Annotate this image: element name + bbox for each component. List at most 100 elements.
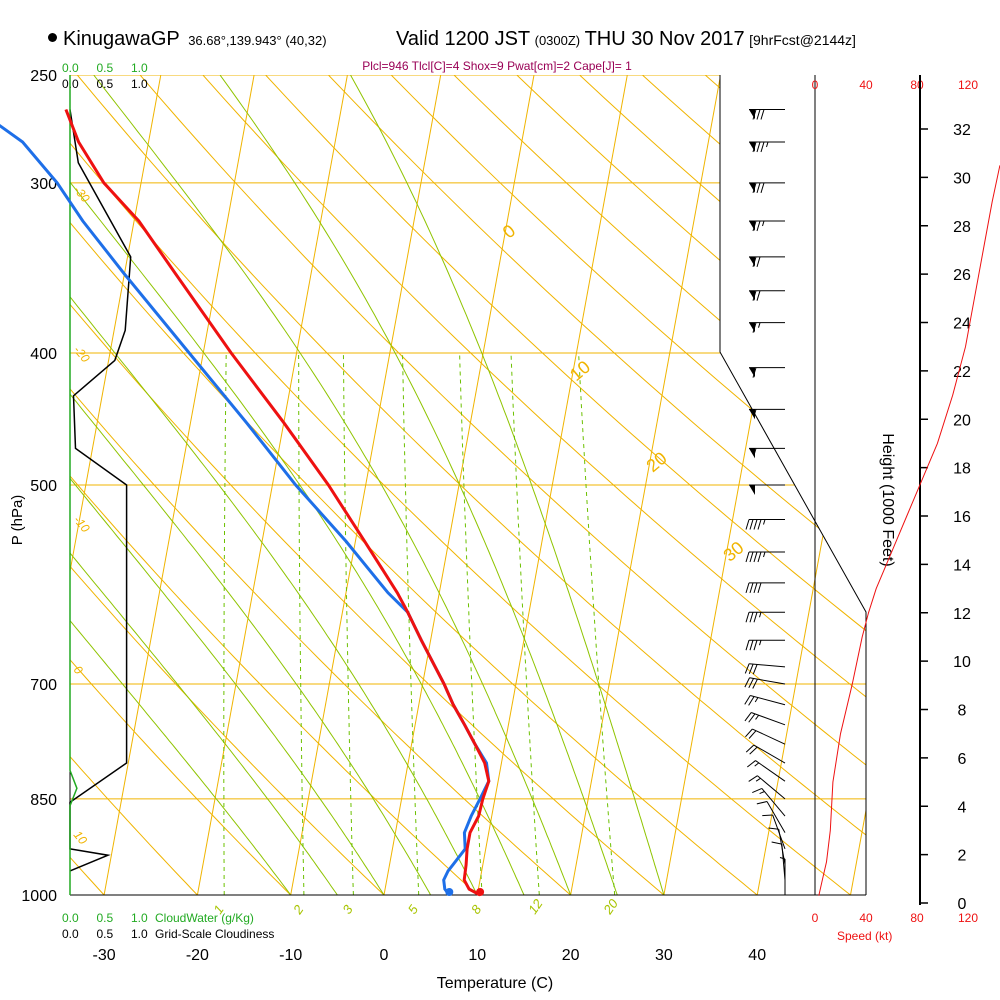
height-tick-label: 30 xyxy=(953,170,971,187)
forecast-info: [9hrFcst@2144z] xyxy=(749,32,856,48)
pressure-tick-label: 400 xyxy=(30,346,57,363)
wind-barb-full xyxy=(748,696,755,706)
wind-barb-half xyxy=(754,697,759,703)
wind-barb-full xyxy=(756,801,768,805)
wind-barb xyxy=(744,663,786,675)
temperature-tick-label: -20 xyxy=(186,947,209,964)
height-tick-label: 4 xyxy=(958,799,967,816)
wind-barb-staff xyxy=(781,844,786,881)
isotherm-label: 10 xyxy=(566,357,594,385)
wind-barb xyxy=(756,801,786,833)
mixing-ratio-label: 5 xyxy=(405,902,422,917)
wind-barb-full xyxy=(753,551,758,563)
wind-barb xyxy=(745,518,785,530)
height-tick-label: 10 xyxy=(953,654,971,671)
dry-adiabat-line xyxy=(894,75,1000,895)
wind-barb xyxy=(749,141,785,153)
wind-barb-half xyxy=(759,791,765,795)
wind-barb-staff xyxy=(750,694,786,706)
dry-adiabat-line xyxy=(70,75,292,895)
wind-barb-full xyxy=(757,582,762,594)
height-tick-label: 18 xyxy=(953,461,971,478)
wind-barb-full xyxy=(749,551,754,563)
wind-barb-full xyxy=(756,141,761,153)
height-tick-label: 22 xyxy=(953,364,971,381)
wind-barb-staff xyxy=(752,728,786,745)
dry-adiabat-line xyxy=(328,75,866,895)
wind-barb-full xyxy=(752,787,763,794)
isotherm-line xyxy=(196,75,348,895)
wind-barb-full xyxy=(753,582,758,594)
wind-barb-full xyxy=(752,109,757,120)
valid-time: Valid 1200 JST xyxy=(396,28,531,50)
height-tick-label: 24 xyxy=(953,316,971,333)
dry-adiabat-line xyxy=(70,75,385,895)
station-coords: 36.68°,139.943° (40,32) xyxy=(188,33,327,48)
wind-barb-staff xyxy=(749,677,786,685)
wind-barb-flag xyxy=(749,409,755,420)
wind-barb-full xyxy=(753,612,758,623)
wind-barb-full xyxy=(768,827,779,830)
wind-barb xyxy=(749,290,785,301)
mixing-ratio-label: 20 xyxy=(600,896,622,918)
pressure-tick-label: 250 xyxy=(30,68,57,85)
wind-barb xyxy=(752,787,786,817)
station-name: KinugawaGP xyxy=(63,28,180,50)
dry-adiabat-label: -10 xyxy=(71,513,93,536)
wind-barb xyxy=(744,677,786,689)
pressure-tick-label: 700 xyxy=(30,677,57,694)
wind-barb-full xyxy=(752,182,757,193)
moist-adiabat-line xyxy=(70,75,525,895)
wind-barb-full xyxy=(747,760,756,768)
wind-barb-full xyxy=(748,678,754,689)
mixing-ratio-line xyxy=(459,352,483,895)
wind-barb-full xyxy=(744,712,752,722)
wind-barb xyxy=(744,694,786,706)
mixing-ratio-label: 2 xyxy=(289,902,306,918)
wind-barb-staff xyxy=(749,663,786,668)
wind-barb-full xyxy=(745,551,750,563)
cloud-water-axis-label: CloudWater (g/Kg) xyxy=(155,911,254,925)
cloud-water-tick-top: 0.5 xyxy=(97,61,114,75)
wind-barb-half xyxy=(755,777,761,782)
wind-barb-half xyxy=(758,322,761,328)
wind-barb xyxy=(749,256,785,268)
wind-barb-full xyxy=(752,290,757,301)
isotherm-line xyxy=(850,75,866,895)
height-tick-label: 14 xyxy=(953,557,971,574)
temperature-profile xyxy=(64,108,491,897)
temperature-tick-label: -10 xyxy=(279,947,302,964)
wind-barb xyxy=(748,775,786,800)
wind-barb-full xyxy=(748,713,756,723)
wind-barb-full xyxy=(752,322,757,333)
dry-adiabat-line xyxy=(70,75,478,895)
wind-barb-half xyxy=(754,762,760,767)
dry-adiabat-line xyxy=(453,75,866,895)
isotherm-label: 20 xyxy=(643,448,671,476)
cloud-water-tick-bottom: 1.0 xyxy=(131,911,148,925)
cloudiness-axis-label: Grid-Scale Cloudiness xyxy=(155,927,274,941)
speed-tick-top: 80 xyxy=(910,78,924,92)
wind-barb-full xyxy=(745,582,750,594)
dry-adiabat-line xyxy=(830,75,866,895)
wind-barb-half xyxy=(763,519,766,525)
wind-barb-staff xyxy=(751,712,786,726)
cloudiness-tick-bottom: 0.0 xyxy=(62,927,79,941)
wind-barb-full xyxy=(748,775,758,782)
wind-barb-full xyxy=(752,678,758,689)
wind-barb-full xyxy=(745,519,750,530)
temperature-tick-label: -30 xyxy=(93,947,116,964)
wind-barb xyxy=(749,408,785,420)
wind-barb-full xyxy=(749,640,754,651)
mixing-ratio-line xyxy=(578,352,616,895)
wind-barb-half xyxy=(766,141,769,148)
pressure-tick-label: 850 xyxy=(30,792,57,809)
height-axis-label: Height (1000 Feet) xyxy=(879,433,896,566)
dry-adiabat-line xyxy=(202,75,866,895)
dry-adiabat-label: 10 xyxy=(71,828,91,847)
wind-barb-full xyxy=(744,663,750,674)
pressure-tick-label: 500 xyxy=(30,478,57,495)
wind-barb-full xyxy=(756,290,761,301)
moist-adiabat-line xyxy=(70,75,292,895)
